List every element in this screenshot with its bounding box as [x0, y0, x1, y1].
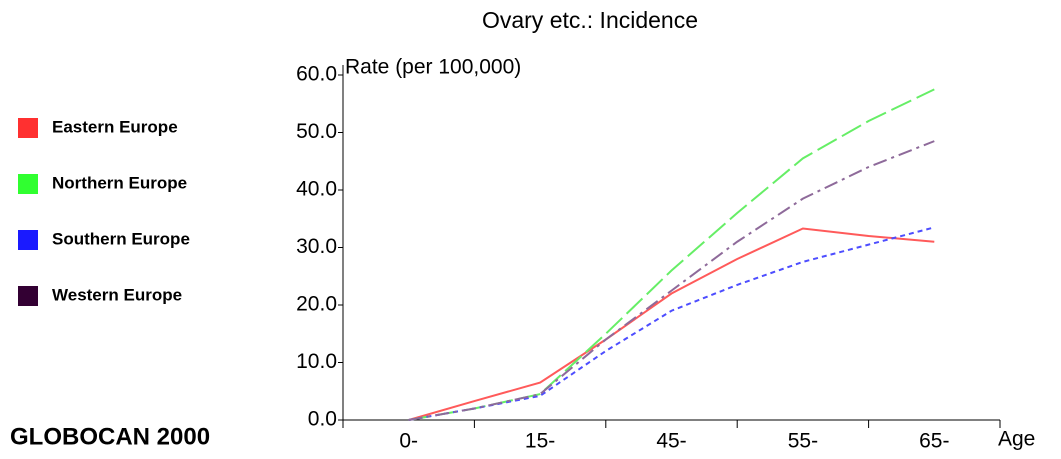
y-tick-label: 30.0: [296, 235, 337, 258]
y-tick-label: 50.0: [296, 120, 337, 143]
series-line: [408, 88, 935, 421]
legend-swatch: [18, 174, 38, 194]
x-tick-label: 0-: [399, 430, 418, 453]
legend-swatch: [18, 230, 38, 250]
x-tick-label: 65-: [919, 430, 949, 453]
y-tick-label: 40.0: [296, 178, 337, 201]
legend-swatch: [18, 286, 38, 306]
series-line: [408, 140, 935, 421]
legend-label: Southern Europe: [52, 229, 190, 248]
x-tick-label: 55-: [788, 430, 818, 453]
y-tick-label: 10.0: [296, 350, 337, 373]
legend-swatch: [18, 118, 38, 138]
y-tick-label: 20.0: [296, 293, 337, 316]
y-tick-label: 60.0: [296, 63, 337, 86]
x-tick-label: 15-: [525, 430, 555, 453]
series-line: [408, 226, 935, 421]
y-tick-label: 0.0: [308, 408, 337, 431]
x-tick-label: 45-: [656, 430, 686, 453]
legend-label: Northern Europe: [52, 173, 187, 192]
y-axis-label: Rate (per 100,000): [345, 56, 521, 79]
legend-label: Western Europe: [52, 285, 182, 304]
legend-label: Eastern Europe: [52, 117, 178, 136]
series-line: [408, 227, 935, 421]
chart-title: Ovary etc.: Incidence: [482, 7, 698, 33]
x-axis-label: Age: [998, 428, 1035, 451]
source-label: GLOBOCAN 2000: [10, 423, 210, 450]
